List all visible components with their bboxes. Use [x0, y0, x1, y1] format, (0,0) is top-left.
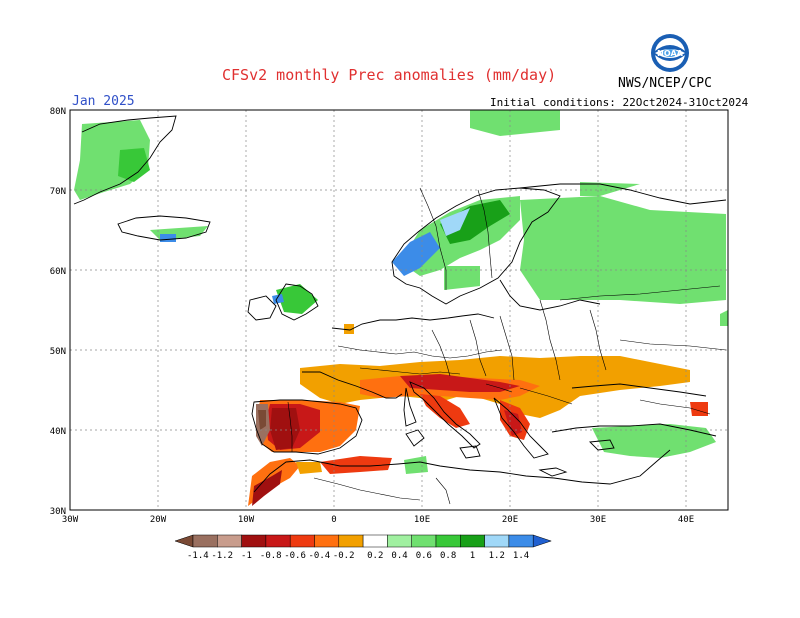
- anomaly-region: [580, 182, 640, 196]
- colorbar-label: -1.2: [211, 551, 233, 561]
- colorbar-label: 0.4: [391, 551, 407, 561]
- colorbar-label: 0.8: [440, 551, 456, 561]
- anomaly-region: [252, 470, 282, 506]
- colorbar-swatch: [314, 534, 340, 548]
- lon-label: 40E: [678, 515, 694, 525]
- lon-label: 10W: [238, 515, 255, 525]
- anomaly-region: [420, 394, 470, 428]
- anomaly-region: [392, 232, 440, 276]
- lat-label: 60N: [50, 267, 66, 277]
- lat-labels: 80N 70N 60N 50N 40N 30N: [50, 107, 66, 517]
- colorbar-label: -1.4: [187, 551, 209, 561]
- anomaly-region: [690, 402, 708, 416]
- anomaly-region: [270, 408, 300, 450]
- colorbar-swatch: [484, 534, 510, 548]
- colorbar-swatch: [362, 534, 388, 548]
- lon-label: 10E: [414, 515, 430, 525]
- anomaly-region: [592, 424, 716, 458]
- anomaly-region: [404, 456, 428, 474]
- anomaly-region: [520, 196, 726, 304]
- anomaly-region: [720, 310, 728, 326]
- colorbar-swatch: [508, 534, 534, 548]
- anomaly-region: [470, 110, 560, 136]
- colorbar-label: 0.2: [367, 551, 383, 561]
- map-title: CFSv2 monthly Prec anomalies (mm/day): [222, 66, 557, 84]
- organization-label: NWS/NCEP/CPC: [618, 76, 712, 91]
- lon-labels: 30W 20W 10W 0 10E 20E 30E 40E: [62, 515, 694, 525]
- lat-label: 70N: [50, 187, 66, 197]
- colorbar-label: -0.8: [260, 551, 282, 561]
- colorbar-swatch: [411, 534, 437, 548]
- colorbar-label: 1: [470, 551, 475, 561]
- coastlines: [73, 115, 727, 493]
- colorbar-swatch: [387, 534, 412, 548]
- forecast-month: Jan 2025: [72, 94, 135, 109]
- colorbar-swatch: [460, 534, 485, 548]
- anomaly-region: [320, 456, 392, 474]
- anomaly-region: [160, 234, 176, 242]
- colorbar-label: -1: [241, 551, 252, 561]
- colorbar-label: -0.6: [284, 551, 306, 561]
- lat-label: 40N: [50, 427, 66, 437]
- noaa-logo-icon: NOAA: [651, 34, 689, 72]
- anomaly-region: [504, 410, 522, 436]
- anomaly-region: [258, 410, 266, 430]
- anomaly-region: [440, 208, 470, 236]
- colorbar-label: 1.2: [489, 551, 505, 561]
- gridlines: [70, 110, 728, 510]
- anomaly-region: [344, 324, 354, 334]
- anomaly-region: [272, 294, 284, 304]
- colorbar-min-arrow: [174, 534, 194, 548]
- anomaly-region: [400, 374, 520, 392]
- lon-label: 30E: [590, 515, 606, 525]
- lon-label: 0: [331, 515, 336, 525]
- anomaly-region: [296, 462, 322, 474]
- anomaly-region: [150, 226, 208, 240]
- lat-label: 80N: [50, 107, 66, 117]
- initial-conditions: Initial conditions: 22Oct2024-31Oct2024: [490, 96, 749, 109]
- colorbar-max-arrow: [532, 534, 552, 548]
- svg-text:NOAA: NOAA: [657, 49, 683, 58]
- lat-label: 30N: [50, 507, 66, 517]
- anomaly-field: [74, 110, 728, 506]
- anomaly-region: [444, 266, 480, 290]
- country-borders: [287, 187, 727, 505]
- lon-label: 30W: [62, 515, 79, 525]
- colorbar-label: -0.4: [309, 551, 331, 561]
- colorbar-labels: -1.4 -1.2 -1 -0.8 -0.6 -0.4 -0.2 0.2 0.4 0.6 0.8 1 1…: [187, 551, 529, 561]
- colorbar: [174, 534, 552, 548]
- anomaly-region: [118, 148, 150, 182]
- colorbar-swatch: [435, 534, 461, 548]
- colorbar-swatch: [289, 534, 315, 548]
- colorbar-swatch: [241, 534, 267, 548]
- anomaly-region: [440, 200, 510, 244]
- lon-label: 20E: [502, 515, 518, 525]
- colorbar-label: 1.4: [513, 551, 529, 561]
- colorbar-swatch: [217, 534, 242, 548]
- colorbar-label: 0.6: [416, 551, 432, 561]
- colorbar-label: -0.2: [333, 551, 355, 561]
- colorbar-swatch: [265, 534, 291, 548]
- lat-label: 50N: [50, 347, 66, 357]
- lon-label: 20W: [150, 515, 167, 525]
- map-frame: [69, 109, 729, 511]
- colorbar-swatch: [192, 534, 218, 548]
- colorbar-swatch: [338, 534, 364, 548]
